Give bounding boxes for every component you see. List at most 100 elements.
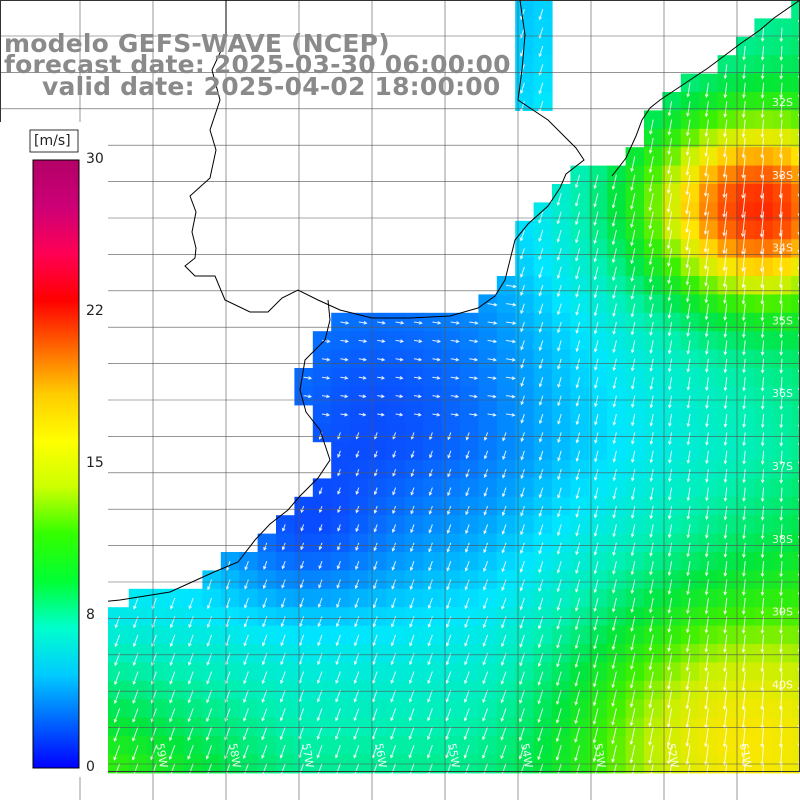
wind-arrow bbox=[687, 561, 691, 576]
wind-arrow bbox=[502, 542, 507, 553]
wind-arrowhead bbox=[335, 698, 339, 703]
wind-arrow bbox=[207, 579, 213, 590]
wind-arrowhead bbox=[500, 680, 505, 685]
wind-arrowhead bbox=[390, 717, 394, 722]
wind-arrow bbox=[668, 321, 673, 336]
wind-arrowhead bbox=[760, 460, 765, 465]
wind-arrowhead bbox=[778, 724, 783, 729]
wind-arrow bbox=[594, 505, 599, 518]
wind-arrow bbox=[114, 653, 121, 666]
wind-arrowhead bbox=[611, 608, 616, 613]
wind-arrow bbox=[520, 82, 525, 94]
wind-arrow bbox=[762, 432, 765, 446]
wind-arrow bbox=[668, 119, 673, 135]
wind-arrowhead bbox=[594, 384, 598, 389]
wind-arrowhead bbox=[482, 736, 486, 741]
wind-arrow bbox=[428, 579, 433, 590]
wind-arrowhead bbox=[344, 357, 349, 362]
wind-arrow bbox=[576, 505, 581, 518]
wind-arrow bbox=[706, 340, 709, 355]
wind-arrowhead bbox=[335, 661, 339, 666]
wind-arrowhead bbox=[742, 535, 746, 540]
wind-arrowhead bbox=[593, 203, 597, 208]
wind-arrowhead bbox=[612, 312, 616, 318]
wind-arrow bbox=[356, 432, 360, 439]
wind-arrow bbox=[687, 413, 691, 427]
wind-arrowhead bbox=[779, 535, 784, 540]
wind-arrow bbox=[705, 156, 709, 176]
wind-arrow bbox=[743, 377, 746, 391]
wind-arrow bbox=[705, 561, 709, 576]
wind-arrow bbox=[281, 616, 286, 627]
wind-arrow bbox=[724, 671, 728, 691]
wind-arrowhead bbox=[685, 648, 690, 653]
wind-arrow bbox=[780, 101, 783, 118]
wind-arrow bbox=[538, 266, 544, 278]
wind-arrow bbox=[576, 377, 581, 388]
wind-cell bbox=[791, 552, 800, 571]
wind-arrowhead bbox=[335, 679, 339, 684]
wind-arrowhead bbox=[225, 567, 230, 572]
wind-arrow bbox=[594, 597, 599, 612]
wind-arrow bbox=[225, 597, 231, 609]
wind-arrowhead bbox=[779, 351, 784, 356]
wind-arrowhead bbox=[574, 663, 579, 668]
wind-arrow bbox=[337, 469, 341, 476]
wind-arrowhead bbox=[492, 376, 497, 380]
wind-arrowhead bbox=[723, 629, 727, 634]
wind-arrow bbox=[132, 745, 139, 760]
wind-arrow bbox=[761, 229, 765, 255]
wind-arrowhead bbox=[355, 528, 359, 533]
wind-arrowhead bbox=[500, 643, 505, 648]
wind-arrowhead bbox=[648, 169, 653, 174]
wind-arrowhead bbox=[741, 780, 746, 785]
wind-arrowhead bbox=[150, 775, 154, 780]
wind-arrowhead bbox=[723, 133, 727, 138]
wind-arrow bbox=[780, 487, 783, 502]
wind-arrowhead bbox=[557, 383, 561, 388]
wind-arrowhead bbox=[380, 394, 385, 399]
wind-arrowhead bbox=[779, 387, 784, 392]
wind-arrowhead bbox=[704, 572, 709, 577]
wind-arrow bbox=[705, 689, 709, 709]
wind-arrow bbox=[280, 708, 286, 721]
wind-arrowhead bbox=[611, 702, 615, 707]
wind-arrowhead bbox=[592, 776, 597, 781]
wind-arrow bbox=[450, 376, 459, 379]
wind-arrow bbox=[188, 634, 194, 647]
wind-arrowhead bbox=[279, 754, 284, 759]
wind-arrow bbox=[780, 64, 783, 79]
wind-arrow bbox=[395, 358, 403, 361]
wind-arrow bbox=[340, 339, 348, 342]
wind-arrow bbox=[539, 303, 544, 314]
wind-arrow bbox=[170, 634, 176, 647]
wind-arrowhead bbox=[630, 331, 635, 336]
wind-cell bbox=[791, 184, 800, 203]
wind-arrow bbox=[780, 597, 783, 615]
wind-arrow bbox=[150, 745, 157, 760]
wind-arrowhead bbox=[760, 649, 765, 654]
wind-arrowhead bbox=[574, 607, 579, 612]
wind-arrowhead bbox=[353, 735, 357, 740]
wind-arrow bbox=[505, 303, 516, 306]
wind-arrowhead bbox=[418, 320, 423, 325]
wind-arrow bbox=[780, 432, 783, 446]
wind-arrowhead bbox=[722, 232, 727, 237]
wind-arrowhead bbox=[575, 329, 580, 334]
wind-arrow bbox=[649, 119, 654, 134]
wind-arrow bbox=[668, 469, 673, 482]
wind-arrowhead bbox=[612, 348, 616, 354]
wind-arrowhead bbox=[207, 586, 211, 591]
wind-arrow bbox=[519, 708, 525, 722]
wind-arrow bbox=[686, 266, 691, 285]
wind-arrowhead bbox=[723, 460, 728, 465]
wind-arrow bbox=[557, 229, 562, 242]
wind-arrowhead bbox=[538, 108, 542, 113]
wind-arrowhead bbox=[206, 661, 210, 666]
wind-arrowhead bbox=[686, 132, 690, 137]
wind-arrowhead bbox=[243, 699, 247, 704]
wind-arrowhead bbox=[778, 706, 783, 711]
wind-arrowhead bbox=[611, 185, 616, 191]
wind-arrowhead bbox=[556, 644, 560, 649]
